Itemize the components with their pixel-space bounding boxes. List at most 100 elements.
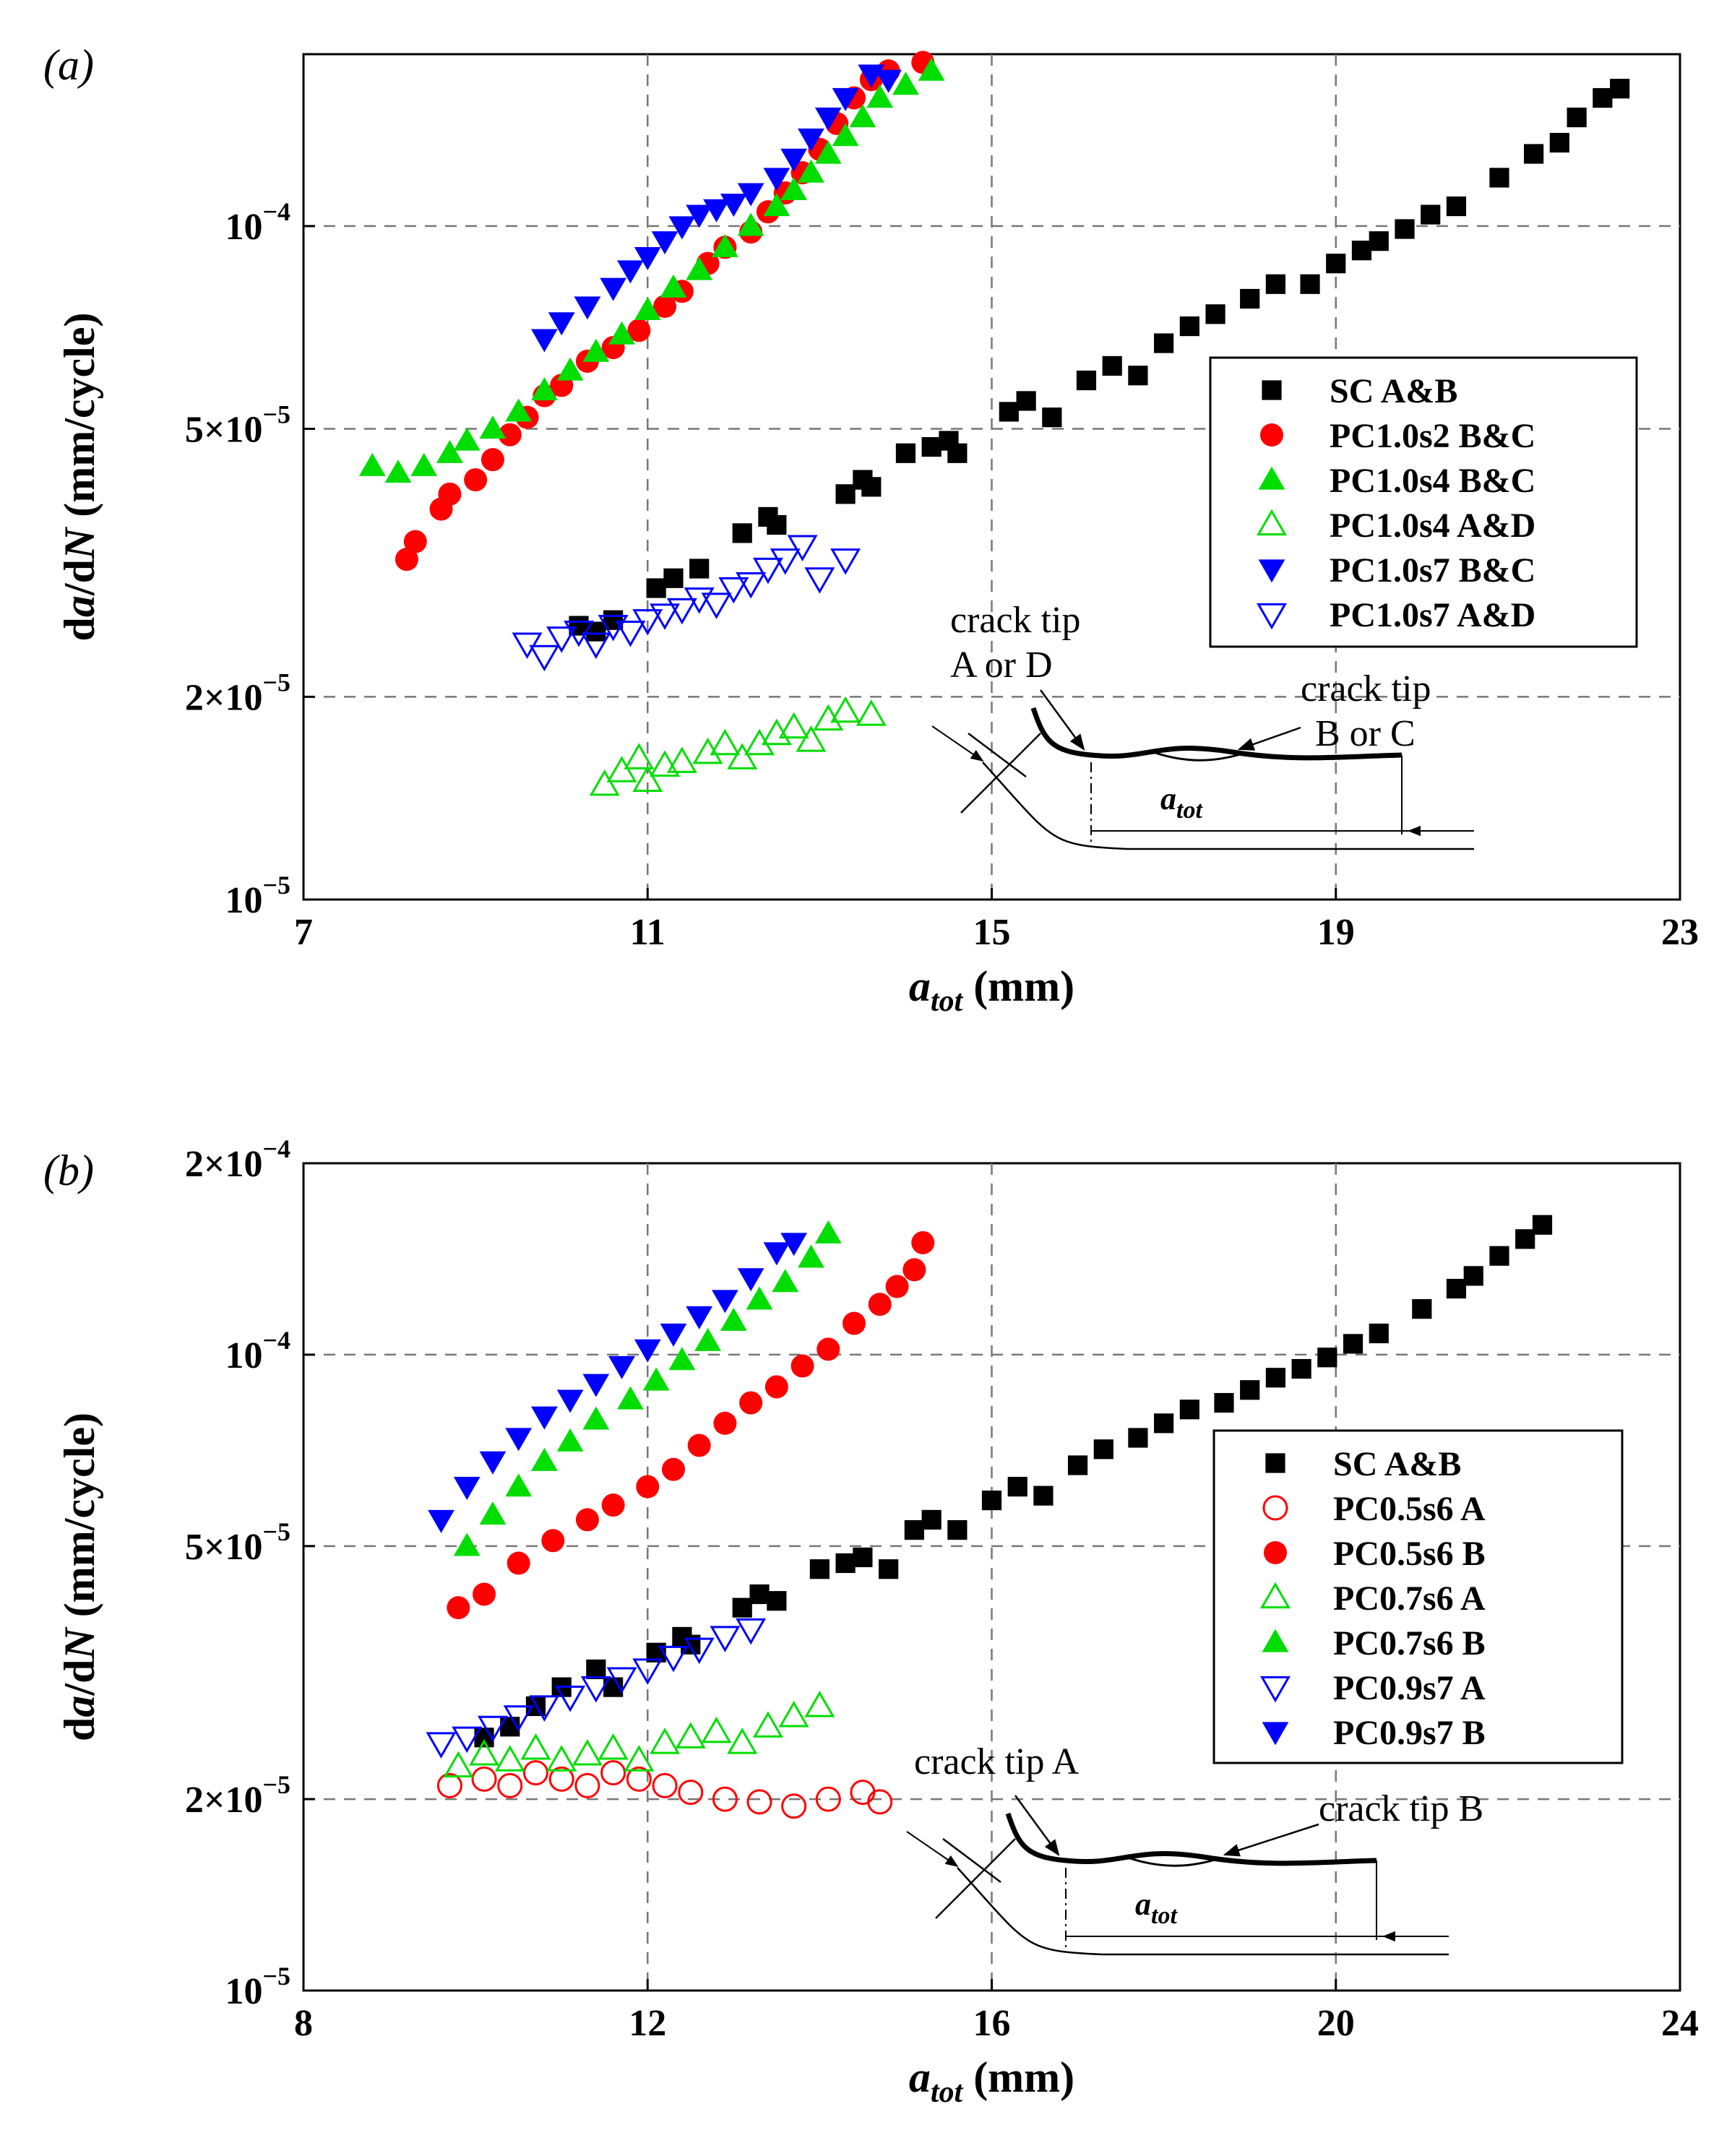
legend-marker (1260, 1676, 1291, 1703)
data-point (780, 1233, 808, 1256)
data-point (1369, 1323, 1389, 1344)
data-point (1549, 132, 1569, 153)
y-axis-label: da/dN (mm/cycle) (56, 313, 103, 642)
legend-marker (1257, 509, 1287, 536)
crack-schematic: atot crack tip A crack tip B (906, 1741, 1483, 1956)
data-point (598, 1733, 629, 1760)
y-tick-label: 2×10−5 (185, 1770, 290, 1821)
data-point (580, 632, 611, 660)
data-point (895, 443, 916, 463)
data-point (1033, 1486, 1054, 1506)
data-point (686, 204, 713, 228)
data-point (712, 1290, 738, 1314)
data-point (703, 199, 730, 223)
data-point (879, 1559, 899, 1579)
y-tick-label: 5×10−5 (185, 400, 290, 451)
data-point (911, 1230, 935, 1254)
data-point (746, 1789, 772, 1815)
series-3 (589, 696, 887, 796)
data-point (652, 1772, 678, 1798)
data-point (737, 1268, 764, 1292)
data-point (1489, 168, 1509, 188)
series-4 (453, 1220, 842, 1556)
data-point (687, 1433, 711, 1457)
data-point (678, 1780, 704, 1806)
data-point (849, 104, 876, 128)
data-point (410, 452, 438, 476)
data-point (1265, 274, 1286, 294)
data-point (1446, 1278, 1467, 1299)
x-tick-label: 15 (973, 912, 1011, 953)
legend-marker (1262, 1495, 1288, 1521)
data-point (384, 460, 412, 483)
data-point (1042, 408, 1062, 428)
data-point (548, 312, 575, 336)
data-point (1076, 370, 1097, 391)
legend-marker (1262, 380, 1282, 400)
data-point (1351, 241, 1372, 261)
data-point (694, 1327, 721, 1351)
x-tick-label: 12 (629, 2003, 666, 2044)
legend-marker (1257, 603, 1287, 630)
data-point (763, 193, 790, 217)
data-point (736, 572, 767, 599)
data-point (473, 1582, 496, 1606)
data-point (763, 1242, 790, 1266)
data-point (586, 1659, 606, 1680)
data-point (798, 1244, 824, 1268)
crack-path (1005, 1812, 1377, 1866)
data-point (1067, 1455, 1088, 1475)
data-point (479, 415, 507, 439)
data-point (1179, 316, 1199, 337)
data-point (861, 477, 882, 497)
data-point (572, 1739, 603, 1766)
data-point (617, 1386, 644, 1410)
data-point (701, 592, 732, 619)
data-point (1593, 87, 1613, 108)
data-point (481, 448, 504, 472)
data-point (494, 1745, 525, 1772)
data-point (546, 626, 577, 653)
x-tick-label: 11 (630, 912, 665, 953)
data-point (582, 1374, 610, 1397)
data-point (712, 233, 738, 257)
data-point (814, 140, 842, 164)
data-point (737, 183, 764, 207)
data-point (867, 1789, 893, 1815)
data-point (632, 609, 663, 636)
x-axis-label: atot (mm) (909, 2053, 1074, 2109)
data-point (772, 1269, 799, 1293)
legend-entry: PC1.0s7 A&D (1330, 596, 1535, 634)
data-point (600, 1760, 626, 1786)
data-point (505, 1428, 533, 1452)
series-0 (569, 79, 1630, 642)
legend-entry: PC0.7s6 A (1333, 1579, 1486, 1618)
panel-label: (b) (43, 1147, 94, 1194)
series-3 (443, 1691, 835, 1778)
data-point (453, 1477, 481, 1501)
data-point (1523, 144, 1544, 164)
x-tick-label: 8 (294, 2003, 313, 2044)
crack-tip-arrow-1 (1014, 1795, 1060, 1856)
data-point (947, 443, 968, 463)
x-tick-label: 23 (1661, 912, 1699, 953)
data-point (918, 57, 945, 81)
data-point (529, 1695, 560, 1722)
crack-path-branch (1148, 749, 1244, 762)
legend-entry: PC0.5s6 A (1333, 1490, 1486, 1528)
legend-entry: SC A&B (1330, 372, 1457, 410)
data-point (548, 1766, 574, 1792)
x-tick-label: 16 (973, 2003, 1011, 2044)
data-point (1265, 1368, 1286, 1388)
y-tick-label: 10−5 (225, 871, 290, 921)
panel-label: (a) (43, 41, 94, 89)
data-point (358, 452, 386, 476)
data-point (737, 212, 764, 236)
data-point (1463, 1266, 1483, 1286)
legend-marker (1264, 1541, 1287, 1564)
y-axis-label: da/dN (mm/cycle) (56, 1413, 103, 1741)
data-point (634, 246, 661, 270)
data-point (522, 1760, 548, 1786)
series-1 (436, 1760, 893, 1819)
